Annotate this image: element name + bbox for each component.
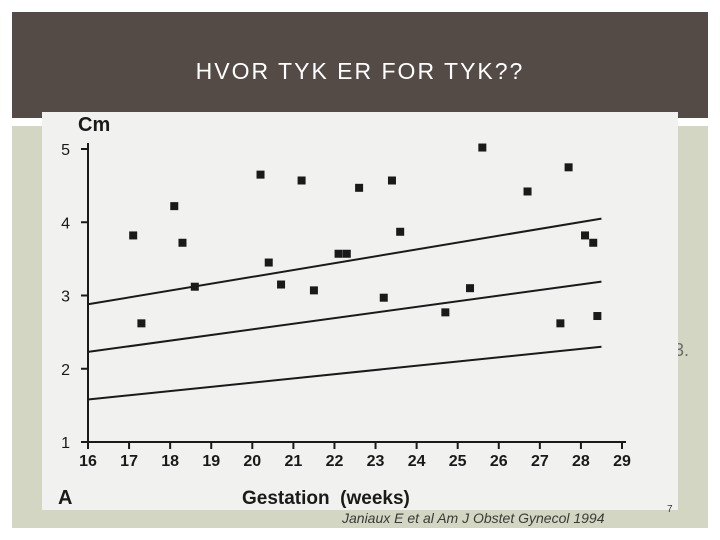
data-point — [441, 308, 450, 317]
reference-line — [87, 345, 602, 401]
y-tick-label: 5 — [61, 142, 70, 159]
x-tick-label: 17 — [120, 453, 138, 470]
x-tick-label: 19 — [202, 453, 220, 470]
x-tick-label: 20 — [243, 453, 261, 470]
data-point — [523, 187, 532, 196]
data-point — [396, 227, 405, 236]
x-tick-label: 18 — [161, 453, 179, 470]
data-point — [309, 286, 318, 295]
data-point — [277, 280, 286, 289]
reference-line — [87, 280, 602, 353]
data-point — [593, 312, 602, 321]
data-point — [581, 231, 590, 240]
x-tick-label: 26 — [490, 453, 508, 470]
y-tick-label: 4 — [61, 215, 70, 232]
data-point — [264, 258, 273, 267]
data-point — [170, 202, 179, 211]
data-point — [256, 170, 265, 179]
x-tick-label: 24 — [408, 453, 426, 470]
data-point — [334, 249, 343, 258]
x-tick-label: 23 — [367, 453, 385, 470]
data-point — [137, 319, 146, 328]
data-point — [297, 176, 306, 185]
y-tick-label: 3 — [61, 289, 70, 306]
data-point — [190, 282, 199, 291]
title-band — [12, 12, 708, 118]
data-point — [387, 176, 396, 185]
data-point — [379, 293, 388, 302]
data-point — [589, 238, 598, 247]
x-axis-label: Gestation (weeks) — [242, 488, 410, 509]
panel-label: A — [58, 487, 72, 509]
x-tick-label: 29 — [613, 453, 631, 470]
data-point — [129, 231, 138, 240]
data-point — [342, 249, 351, 258]
data-point — [466, 284, 475, 293]
x-tick-label: 21 — [284, 453, 302, 470]
y-tick-label: 1 — [61, 435, 70, 452]
data-point — [478, 143, 487, 152]
data-point — [556, 319, 565, 328]
y-axis-label: Cm — [78, 114, 110, 136]
x-tick-label: 25 — [449, 453, 467, 470]
y-tick-label: 2 — [61, 362, 70, 379]
x-tick-label: 27 — [531, 453, 549, 470]
data-point — [564, 163, 573, 172]
data-point — [178, 238, 187, 247]
x-tick-label: 22 — [326, 453, 344, 470]
slide-title: HVOR TYK ER FOR TYK?? — [195, 58, 525, 84]
x-tick-label: 16 — [79, 453, 97, 470]
reference-line — [87, 217, 602, 306]
citation: Janiaux E et al Am J Obstet Gynecol 1994 — [342, 510, 605, 526]
page-number: 7 — [667, 504, 673, 515]
data-point — [355, 183, 364, 192]
x-tick-label: 28 — [572, 453, 590, 470]
chart-scan: Cm A Gestation (weeks) 1 2 3 4 5 16 17 18 19 20 21… — [42, 112, 678, 510]
